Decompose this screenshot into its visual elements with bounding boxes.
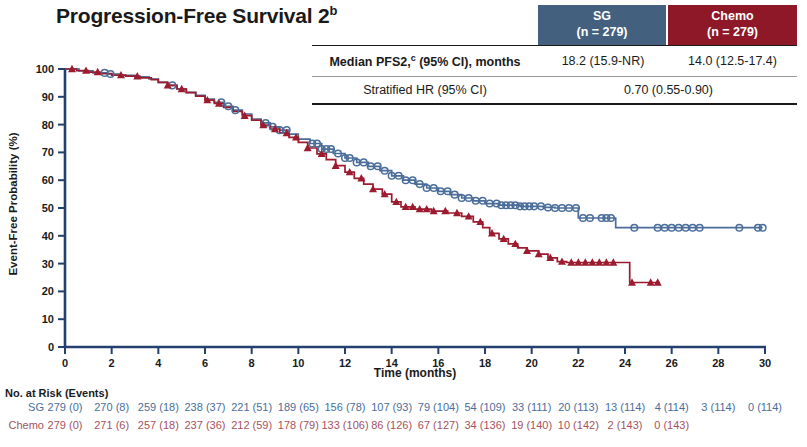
y-tick-label: 100 bbox=[36, 63, 54, 75]
at-risk-value: 0 (143) bbox=[642, 419, 702, 431]
x-tick-label: 14 bbox=[386, 357, 399, 369]
x-tick-label: 10 bbox=[292, 357, 304, 369]
x-tick-label: 26 bbox=[666, 357, 678, 369]
chemo-group-name: Chemo bbox=[711, 9, 753, 25]
chemo-group-header: Chemo (n = 279) bbox=[668, 5, 797, 45]
slide: { "title": {"text": "Progression-Free Su… bbox=[0, 0, 807, 447]
y-tick-label: 90 bbox=[42, 91, 54, 103]
x-tick-label: 6 bbox=[202, 357, 208, 369]
x-tick-label: 12 bbox=[339, 357, 351, 369]
y-tick-label: 80 bbox=[42, 119, 54, 131]
chemo-curve bbox=[65, 69, 660, 283]
x-tick-label: 30 bbox=[759, 357, 771, 369]
chemo-group-n: (n = 279) bbox=[707, 25, 758, 41]
sg-curve bbox=[65, 69, 763, 228]
sg-group-name: SG bbox=[593, 9, 611, 25]
chart-title-superscript: b bbox=[330, 3, 338, 18]
sg-group-header: SG (n = 279) bbox=[538, 5, 666, 45]
x-tick-label: 8 bbox=[249, 357, 255, 369]
y-tick-label: 70 bbox=[42, 146, 54, 158]
x-tick-label: 4 bbox=[155, 357, 162, 369]
x-tick-label: 2 bbox=[109, 357, 115, 369]
at-risk-value: 0 (114) bbox=[735, 401, 795, 413]
km-survival-chart: 0102030405060708090100024681012141618202… bbox=[0, 55, 807, 392]
y-tick-label: 40 bbox=[42, 230, 54, 242]
chart-title: Progression-Free Survival 2b bbox=[56, 3, 337, 28]
y-tick-label: 10 bbox=[42, 313, 54, 325]
x-tick-label: 28 bbox=[712, 357, 724, 369]
y-tick-label: 0 bbox=[48, 341, 54, 353]
x-tick-label: 22 bbox=[572, 357, 584, 369]
y-tick-label: 30 bbox=[42, 258, 54, 270]
y-tick-label: 50 bbox=[42, 202, 54, 214]
x-tick-label: 0 bbox=[62, 357, 68, 369]
x-tick-label: 24 bbox=[619, 357, 632, 369]
stats-table-top-rule bbox=[312, 45, 797, 46]
y-tick-label: 60 bbox=[42, 174, 54, 186]
chart-title-text: Progression-Free Survival 2 bbox=[56, 4, 330, 27]
x-tick-label: 16 bbox=[432, 357, 444, 369]
at-risk-header: No. at Risk (Events) bbox=[5, 387, 108, 399]
x-tick-label: 20 bbox=[526, 357, 538, 369]
sg-group-n: (n = 279) bbox=[576, 25, 627, 41]
y-tick-label: 20 bbox=[42, 285, 54, 297]
x-tick-label: 18 bbox=[479, 357, 491, 369]
